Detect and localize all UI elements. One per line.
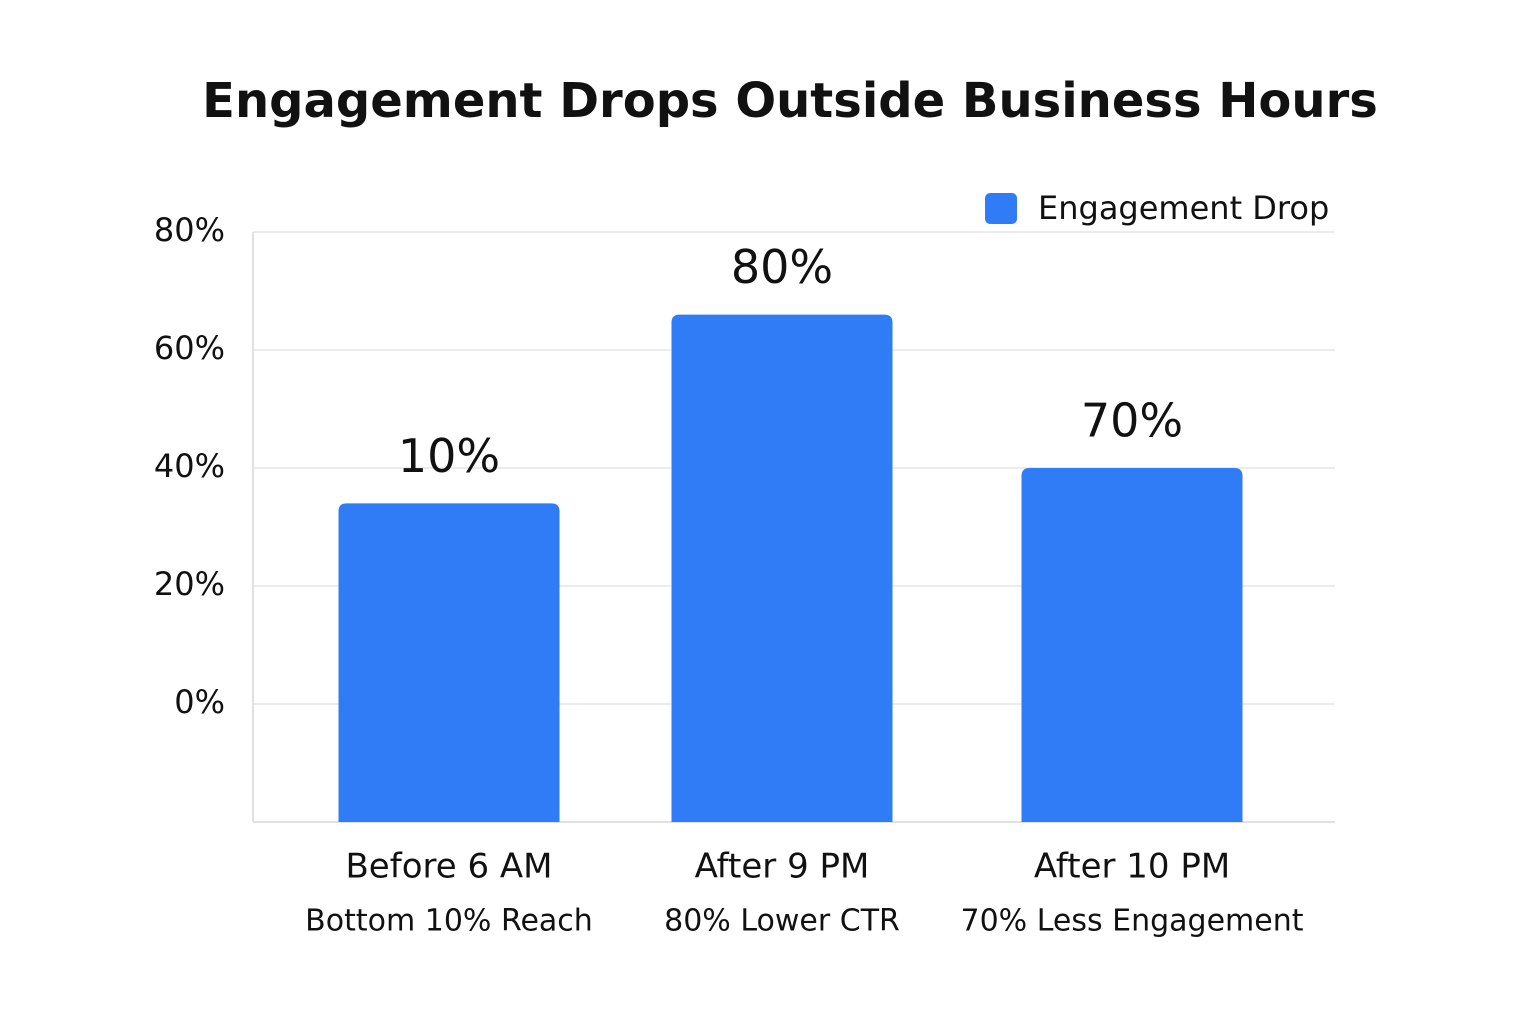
category-note: 70% Less Engagement bbox=[960, 904, 1303, 939]
bar-label: 70% bbox=[1081, 394, 1183, 448]
legend-swatch bbox=[985, 193, 1017, 224]
bar bbox=[671, 314, 893, 822]
bar-label: 10% bbox=[398, 429, 500, 483]
y-tick-label: 60% bbox=[154, 329, 225, 367]
x-tick-label: Before 6 AM bbox=[345, 847, 552, 887]
bar bbox=[338, 503, 560, 822]
y-tick-label: 80% bbox=[154, 211, 225, 249]
legend-label: Engagement Drop bbox=[1038, 189, 1329, 227]
y-tick-label: 0% bbox=[174, 683, 225, 721]
category-note: Bottom 10% Reach bbox=[305, 904, 593, 939]
bar-label: 80% bbox=[731, 240, 833, 294]
y-tick-label: 20% bbox=[154, 565, 225, 603]
category-note: 80% Lower CTR bbox=[664, 904, 900, 939]
chart-title: Engagement Drops Outside Business Hours bbox=[202, 73, 1378, 129]
y-tick-label: 40% bbox=[154, 447, 225, 485]
x-tick-label: After 10 PM bbox=[1034, 847, 1230, 887]
x-tick-label: After 9 PM bbox=[695, 847, 870, 887]
bar bbox=[1021, 468, 1243, 822]
